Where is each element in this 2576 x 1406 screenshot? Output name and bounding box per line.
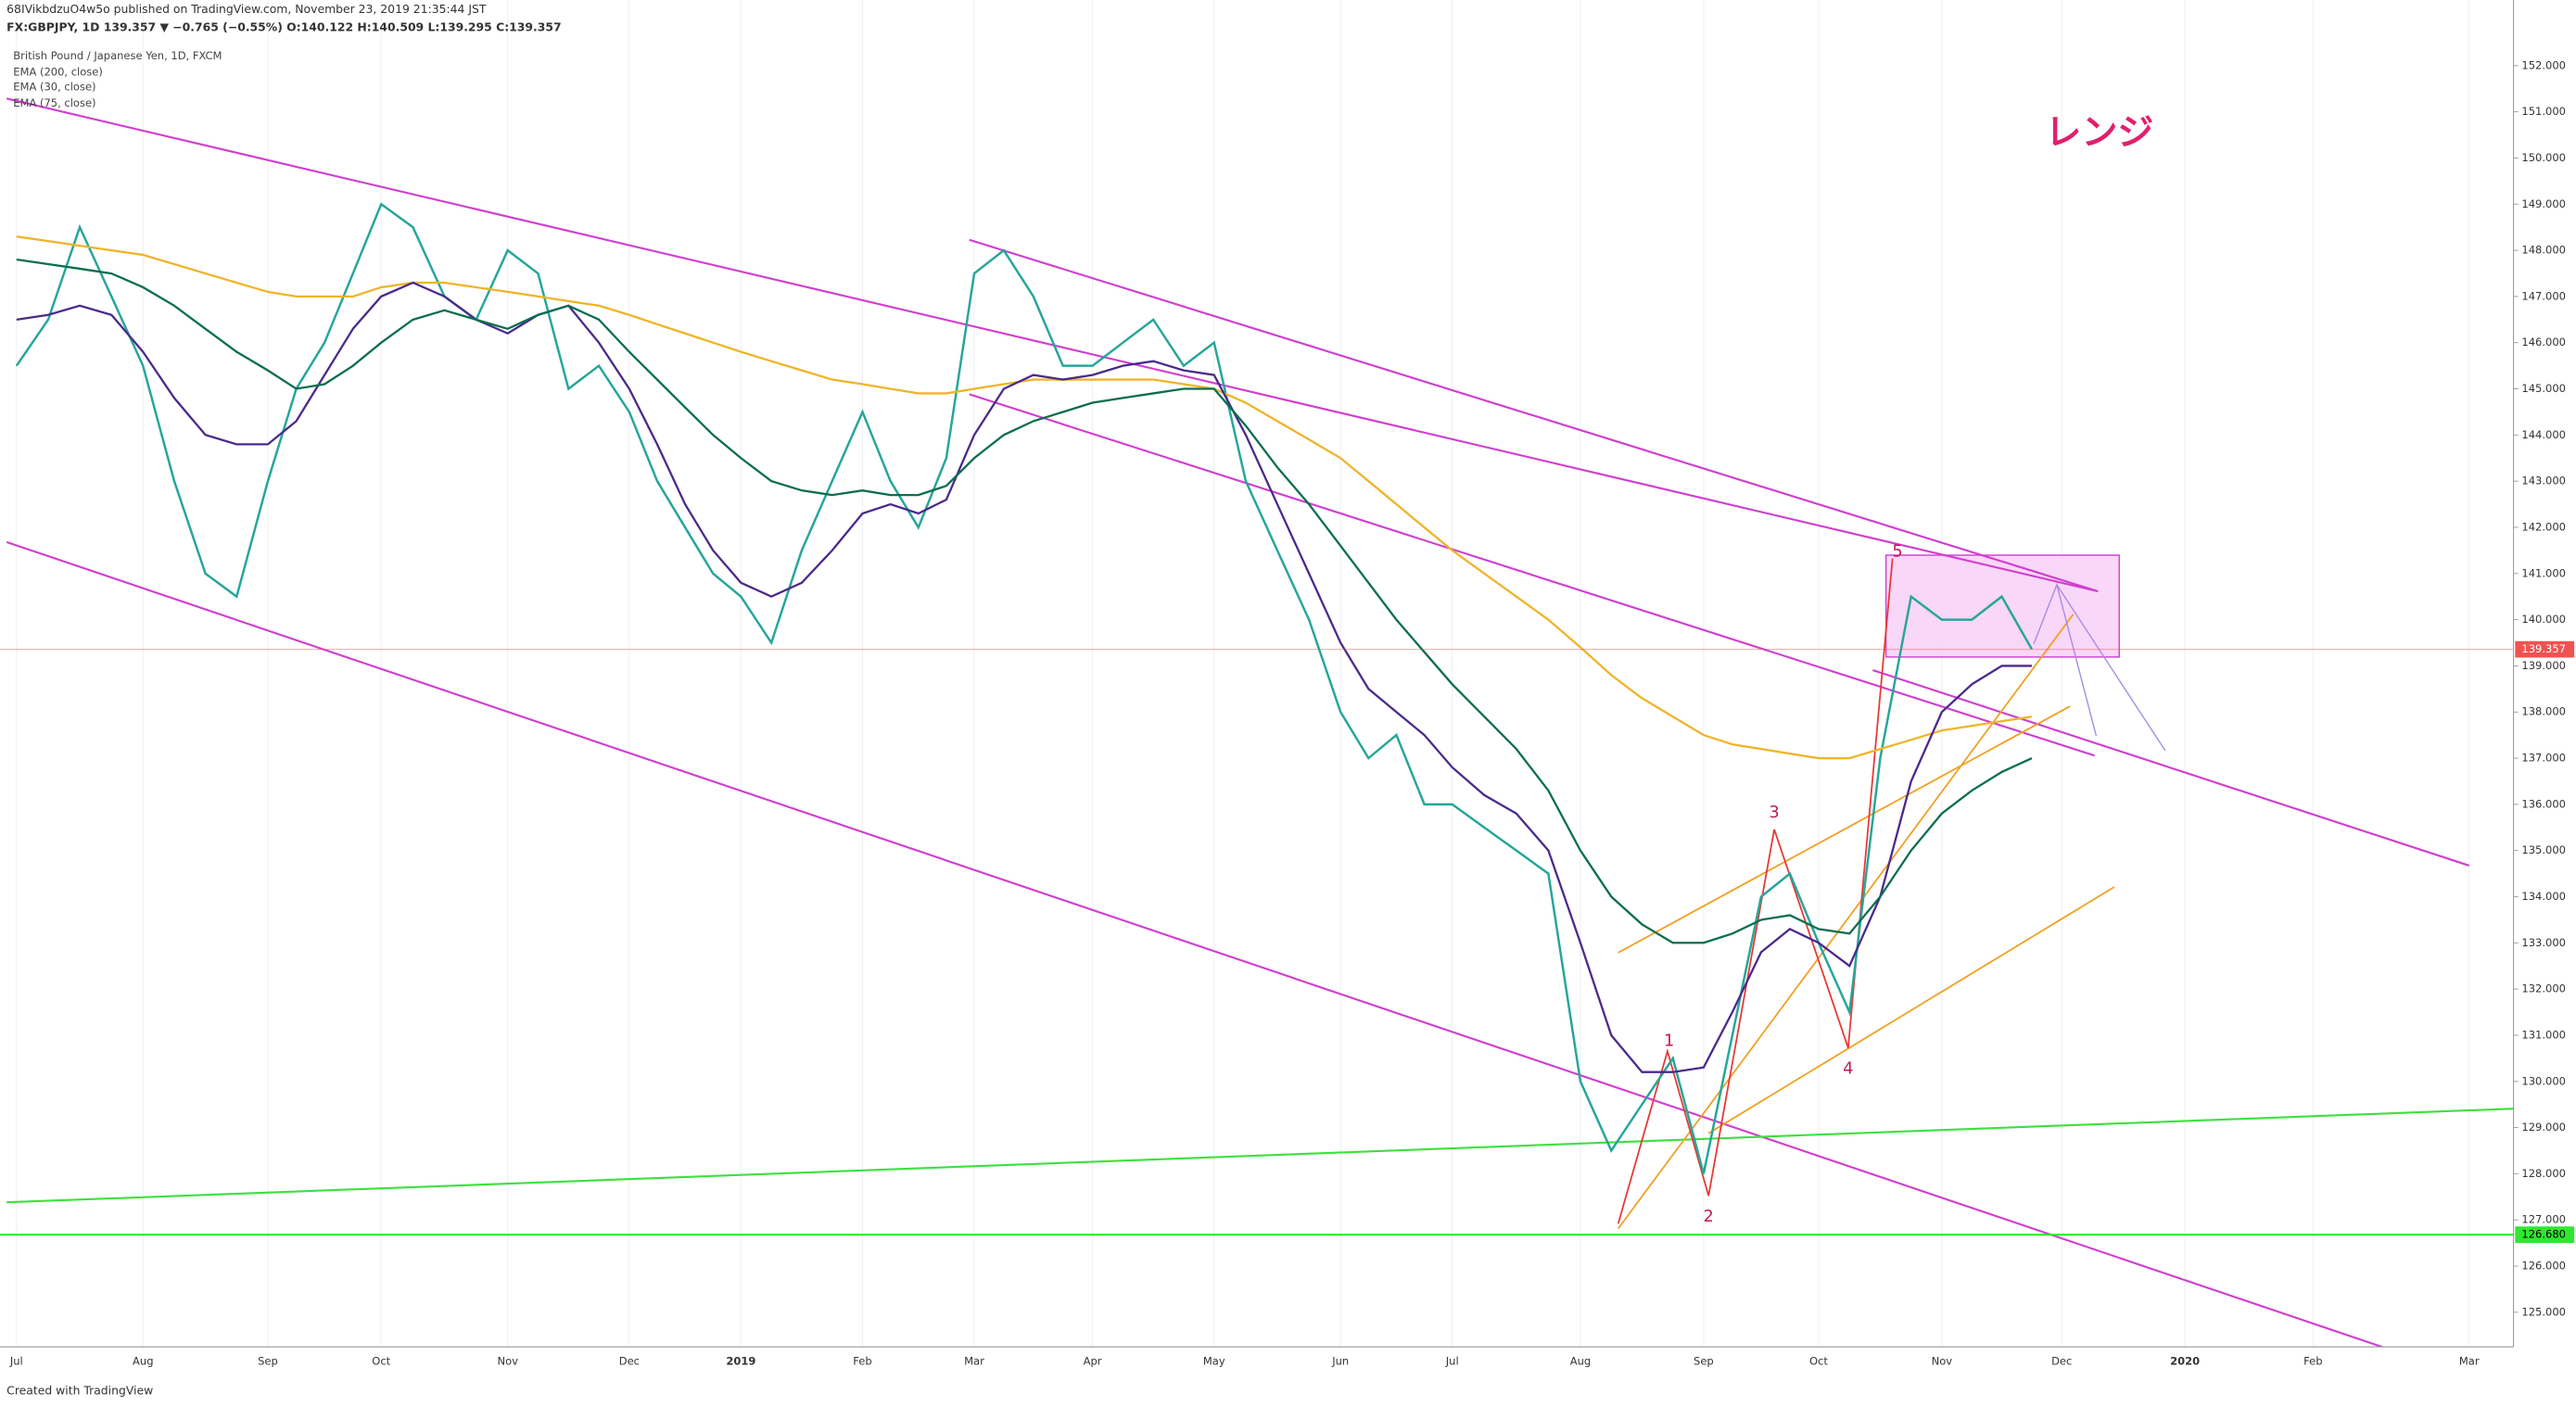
y-tick-label: 143.000 xyxy=(2521,475,2566,488)
series-line xyxy=(16,258,2033,944)
x-tick-label: Dec xyxy=(2051,1355,2072,1368)
legend-ema: EMA (200, close) xyxy=(13,65,103,78)
symbol-line: FX:GBPJPY, 1D 139.357 ▼ −0.765 (−0.55%) … xyxy=(6,20,561,34)
x-tick-label: Apr xyxy=(1084,1355,1102,1368)
x-tick-label: Nov xyxy=(1932,1355,1953,1368)
wave-label: 2 xyxy=(1704,1208,1714,1226)
y-tick-label: 149.000 xyxy=(2521,197,2566,210)
footer: Created with TradingView xyxy=(6,1384,153,1398)
y-tick-label: 140.000 xyxy=(2521,613,2566,626)
x-tick-label: Aug xyxy=(1570,1355,1591,1368)
y-tick-label: 145.000 xyxy=(2521,382,2566,395)
y-tick-label: 146.000 xyxy=(2521,336,2566,348)
y-tick-label: 135.000 xyxy=(2521,843,2566,856)
trendline xyxy=(1707,886,2115,1134)
x-tick-label: Oct xyxy=(372,1355,390,1368)
y-tick-label: 148.000 xyxy=(2521,244,2566,257)
axes: 125.000 126.000 127.000 128.000 129.000 130.0… xyxy=(9,58,2575,1368)
x-tick-label: Sep xyxy=(258,1355,278,1368)
y-tick-label: 139.000 xyxy=(2521,659,2566,672)
wave-label: 4 xyxy=(1843,1060,1853,1079)
x-tick-label: Feb xyxy=(2303,1355,2322,1368)
series-line xyxy=(15,202,2034,1174)
legend-ema: EMA (75, close) xyxy=(13,96,95,109)
wave-label: 5 xyxy=(1892,542,1902,561)
y-tick-label: 130.000 xyxy=(2521,1074,2566,1087)
levels xyxy=(0,649,2514,1236)
support-label: 126.680 xyxy=(2521,1228,2566,1241)
y-tick-label: 142.000 xyxy=(2521,520,2566,533)
x-tick-label: Mar xyxy=(2459,1355,2480,1368)
x-tick-label: Nov xyxy=(497,1355,518,1368)
trendline xyxy=(1872,669,2470,867)
y-tick-label: 138.000 xyxy=(2521,705,2566,718)
x-tick-label: Sep xyxy=(1694,1355,1714,1368)
x-tick-label: Jun xyxy=(1331,1355,1349,1368)
trendline xyxy=(969,238,2099,593)
y-tick-label: 126.000 xyxy=(2521,1260,2566,1273)
trendline xyxy=(1618,705,2071,954)
y-tick-label: 150.000 xyxy=(2521,151,2566,164)
y-tick-label: 152.000 xyxy=(2521,58,2566,71)
grid xyxy=(16,0,2470,1348)
y-tick-label: 136.000 xyxy=(2521,797,2566,810)
x-tick-label: Mar xyxy=(964,1355,984,1368)
y-tick-label: 131.000 xyxy=(2521,1028,2566,1041)
y-tick-label: 147.000 xyxy=(2521,289,2566,302)
y-tick-label: 137.000 xyxy=(2521,752,2566,765)
support-box xyxy=(2515,1226,2575,1244)
range-box xyxy=(1884,554,2120,658)
last-price-label: 139.357 xyxy=(2521,642,2566,655)
y-tick-label: 141.000 xyxy=(2521,566,2566,579)
y-tick-label: 129.000 xyxy=(2521,1121,2566,1134)
x-tick-label: Feb xyxy=(853,1355,871,1368)
x-tick-label: Jul xyxy=(1445,1355,1459,1368)
trendline xyxy=(1617,614,2075,1230)
x-tick-label: Dec xyxy=(619,1355,640,1368)
y-tick-label: 127.000 xyxy=(2521,1213,2566,1226)
x-tick-label: Jul xyxy=(9,1355,23,1368)
trendline xyxy=(6,1108,2514,1204)
y-tick-label: 125.000 xyxy=(2521,1305,2566,1318)
price-axis xyxy=(2513,0,2576,1406)
wave-label: 3 xyxy=(1769,804,1779,822)
x-tick-label: 2020 xyxy=(2170,1355,2200,1368)
x-tick-label: Oct xyxy=(1809,1355,1828,1368)
trendline xyxy=(6,540,2470,1378)
y-tick-label: 151.000 xyxy=(2521,105,2566,118)
series-line xyxy=(16,281,2032,1073)
last-price-box xyxy=(2515,640,2575,658)
legend-ema: EMA (30, close) xyxy=(13,80,95,93)
series-group xyxy=(15,202,2034,1174)
y-tick-label: 133.000 xyxy=(2521,936,2566,949)
trendline xyxy=(6,97,2099,593)
y-tick-label: 128.000 xyxy=(2521,1167,2566,1180)
y-tick-label: 132.000 xyxy=(2521,982,2566,995)
wave-label: 1 xyxy=(1664,1032,1674,1051)
subtitle: 68IVikbdzuO4w5o published on TradingView… xyxy=(6,2,487,16)
x-tick-label: 2019 xyxy=(726,1355,755,1368)
trendline xyxy=(969,393,2095,757)
x-tick-label: May xyxy=(1203,1355,1225,1368)
y-tick-label: 134.000 xyxy=(2521,890,2566,903)
time-axis xyxy=(0,1347,2576,1406)
legend-price: British Pound / Japanese Yen, 1D, FXCM xyxy=(13,49,222,62)
x-tick-label: Aug xyxy=(133,1355,153,1368)
y-tick-label: 144.000 xyxy=(2521,428,2566,441)
projection-arrow xyxy=(2056,584,2166,752)
annotation: レンジ xyxy=(2046,112,2154,154)
